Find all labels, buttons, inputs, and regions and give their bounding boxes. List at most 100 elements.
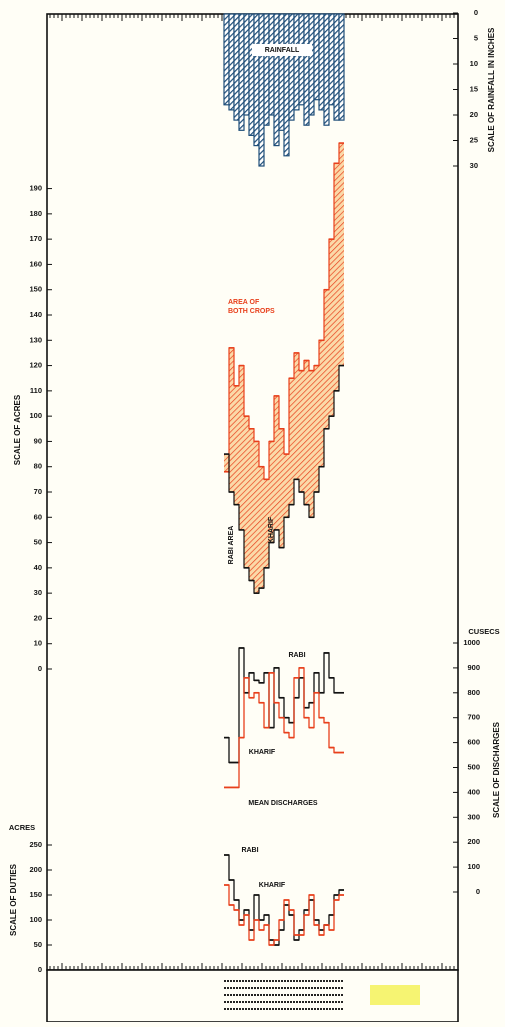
strip-dot — [272, 987, 274, 989]
strip-dot — [245, 987, 247, 989]
strip-dot — [260, 994, 262, 996]
bar — [263, 13, 270, 126]
strip-dot — [254, 987, 256, 989]
strip-dot — [281, 1001, 283, 1003]
strip-dot — [272, 1001, 274, 1003]
bar — [328, 13, 335, 106]
y-tick-label: 90 — [34, 436, 42, 445]
strip-dot — [239, 1001, 241, 1003]
series-label: RABI AREA — [228, 526, 235, 565]
strip-dot — [284, 994, 286, 996]
y-tick-label: 1000 — [463, 638, 480, 647]
strip-dot — [323, 994, 325, 996]
strip-dot — [245, 994, 247, 996]
y-tick-label: 180 — [29, 209, 42, 218]
y-tick-label: 80 — [34, 462, 42, 471]
strip-dot — [296, 994, 298, 996]
y-tick-label: 70 — [34, 487, 42, 496]
strip-dot — [332, 1001, 334, 1003]
strip-dot — [341, 1008, 343, 1010]
label-box — [252, 44, 312, 56]
strip-dot — [308, 994, 310, 996]
strip-dot — [257, 987, 259, 989]
strip-dot — [311, 1008, 313, 1010]
strip-dot — [227, 980, 229, 982]
y-tick-label: 20 — [470, 110, 478, 119]
strip-dot — [329, 1008, 331, 1010]
y-tick-label: 110 — [30, 386, 42, 395]
strip-dot — [272, 980, 274, 982]
strip-dot — [248, 1008, 250, 1010]
strip-dot — [302, 987, 304, 989]
strip-dot — [239, 994, 241, 996]
y-tick-label: 140 — [29, 310, 42, 319]
strip-dot — [269, 1001, 271, 1003]
strip-dot — [230, 987, 232, 989]
strip-dot — [245, 1008, 247, 1010]
axis-unit: CUSECS — [468, 627, 499, 636]
bar — [238, 13, 245, 131]
bar — [233, 13, 240, 121]
strip-dot — [275, 987, 277, 989]
y-tick-label: 250 — [29, 840, 42, 849]
strip-dot — [275, 1001, 277, 1003]
strip-dot — [287, 1001, 289, 1003]
chart-title: MEAN DISCHARGES — [248, 800, 318, 807]
strip-dot — [323, 1001, 325, 1003]
y-tick-label: 130 — [29, 335, 42, 344]
series-label: RAINFALL — [265, 47, 300, 54]
bar — [293, 13, 300, 111]
strip-dot — [224, 1008, 226, 1010]
strip-dot — [305, 1001, 307, 1003]
strip-dot — [302, 1001, 304, 1003]
bar — [333, 13, 340, 121]
strip-dot — [296, 987, 298, 989]
strip-dot — [230, 1001, 232, 1003]
strip-dot — [233, 994, 235, 996]
strip-dot — [299, 980, 301, 982]
strip-dot — [329, 987, 331, 989]
bar — [308, 13, 315, 116]
stain — [370, 985, 420, 1005]
strip-dot — [302, 980, 304, 982]
strip-dot — [263, 994, 265, 996]
strip-dot — [260, 1008, 262, 1010]
strip-dot — [236, 987, 238, 989]
strip-dot — [230, 980, 232, 982]
strip-dot — [239, 980, 241, 982]
strip-dot — [320, 994, 322, 996]
y-tick-label: 120 — [29, 361, 42, 370]
strip-dot — [329, 994, 331, 996]
strip-dot — [335, 987, 337, 989]
strip-dot — [293, 994, 295, 996]
strip-dot — [224, 1001, 226, 1003]
strip-dot — [233, 1001, 235, 1003]
strip-dot — [317, 987, 319, 989]
y-tick-label: 150 — [29, 890, 42, 899]
strip-dot — [320, 1008, 322, 1010]
strip-dot — [245, 980, 247, 982]
y-tick-label: 800 — [467, 688, 480, 697]
strip-dot — [290, 994, 292, 996]
strip-dot — [290, 980, 292, 982]
strip-dot — [332, 987, 334, 989]
strip-dot — [332, 994, 334, 996]
strip-dot — [314, 987, 316, 989]
strip-dot — [248, 987, 250, 989]
strip-dot — [266, 1001, 268, 1003]
strip-dot — [278, 1001, 280, 1003]
series-label-box: AREA OF BOTH CROPS — [228, 299, 275, 315]
strip-dot — [236, 1001, 238, 1003]
strip-dot — [227, 1008, 229, 1010]
y-tick-label: 0 — [38, 664, 42, 673]
strip-dot — [314, 994, 316, 996]
strip-dot — [233, 1008, 235, 1010]
series-label: KHARIF — [259, 882, 286, 889]
y-tick-label: 50 — [34, 538, 42, 547]
strip-dot — [233, 987, 235, 989]
bar — [248, 13, 255, 137]
axis-title: SCALE OF ACRES — [13, 394, 22, 465]
strip-dot — [272, 1008, 274, 1010]
strip-dot — [317, 994, 319, 996]
